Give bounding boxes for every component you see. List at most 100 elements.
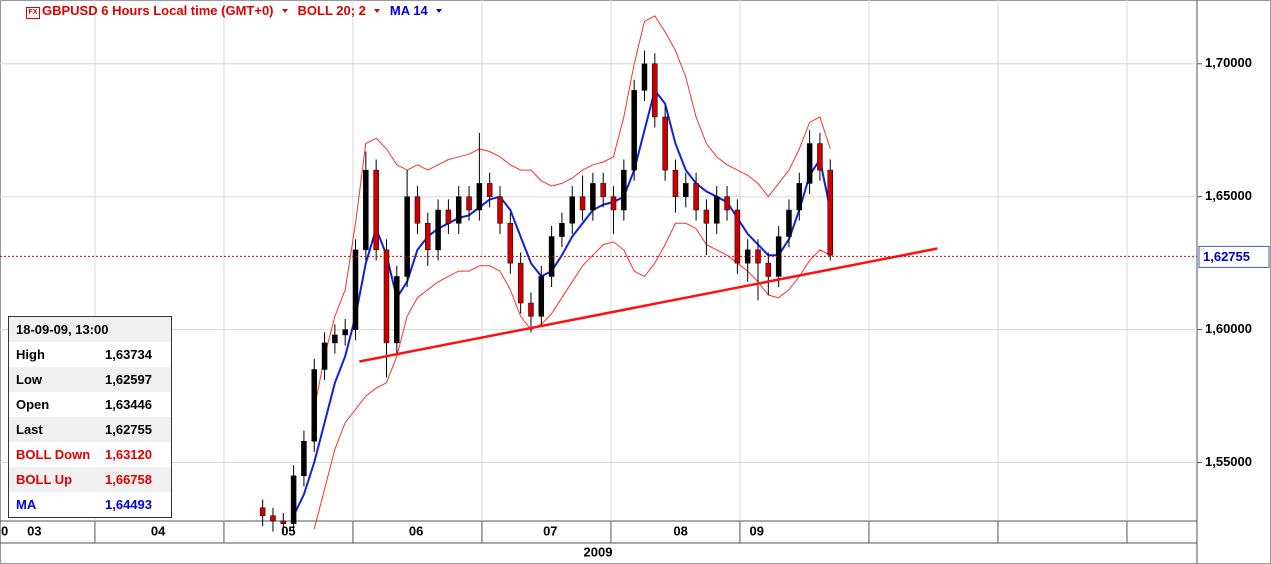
candle-body — [610, 196, 617, 211]
candle-body — [270, 515, 276, 522]
candle-body — [806, 143, 813, 184]
year-label: 2009 — [584, 544, 613, 559]
x-tick-label: 07 — [543, 523, 557, 538]
dropdown-arrow[interactable] — [435, 9, 442, 13]
x-tick-label: 08 — [673, 523, 687, 538]
candle-body — [621, 169, 627, 211]
last-price-label: 1,62755 — [1203, 249, 1250, 264]
candle-body — [342, 329, 348, 336]
candle-body — [559, 223, 565, 237]
candle-body — [497, 196, 503, 224]
candle-body — [259, 507, 266, 516]
info-row: High 1,63734 — [9, 342, 171, 367]
candle-body — [569, 196, 575, 224]
candle-body — [600, 183, 606, 197]
candle-body — [517, 262, 524, 304]
candle-body — [363, 169, 369, 251]
x-tick-label: 04 — [151, 523, 166, 538]
info-value: 1,62755 — [105, 422, 152, 437]
candle-body — [290, 475, 297, 524]
x-tick-label: 03 — [27, 523, 41, 538]
trendline — [359, 247, 938, 363]
legend-entry[interactable]: BOLL 20; 2 — [297, 3, 366, 18]
symbol-icon: FX — [26, 7, 40, 19]
y-tick-label: 1,65000 — [1205, 188, 1252, 203]
candle-body — [538, 276, 545, 317]
candle-body — [311, 369, 317, 442]
candle-body — [713, 196, 720, 224]
last-price-box — [1198, 245, 1270, 268]
candle-body — [507, 223, 514, 264]
info-label: Last — [16, 422, 43, 437]
info-label: BOLL Down — [16, 447, 91, 462]
info-value: 1,66758 — [105, 472, 152, 487]
info-value: 1,63120 — [105, 447, 152, 462]
plot-area — [0, 0, 1197, 535]
candle-body — [765, 262, 772, 277]
candle-body — [425, 223, 431, 251]
candle-body — [662, 116, 668, 171]
candle-body — [827, 169, 834, 256]
candle-body — [373, 169, 379, 251]
info-value: 1,62597 — [105, 372, 152, 387]
info-label: Open — [16, 397, 50, 412]
info-row: BOLL Down 1,63120 — [9, 442, 171, 467]
info-row: MA 1,64493 — [9, 492, 171, 517]
legend-entry[interactable]: MA 14 — [389, 3, 428, 18]
candle-body — [817, 143, 823, 171]
candle-body — [693, 183, 699, 211]
info-value: 1,64493 — [105, 497, 152, 512]
candle-body — [435, 209, 441, 251]
info-row: Low 1,62597 — [9, 367, 171, 392]
y-tick-label: 1,55000 — [1205, 454, 1252, 469]
candle-body — [383, 249, 390, 344]
x-tick-label: 06 — [409, 523, 423, 538]
candle-body — [332, 334, 338, 344]
candle-body — [466, 196, 472, 211]
candle-body — [652, 63, 658, 118]
candle-body — [590, 183, 596, 211]
candle-body — [455, 196, 462, 224]
candle-body — [786, 209, 792, 237]
candle-body — [641, 63, 648, 91]
info-box: 18-09-09, 13:00 High 1,63734 Low 1,62597 Ope… — [8, 316, 172, 518]
candle-body — [414, 196, 421, 224]
info-date-row: 18-09-09, 13:00 — [9, 317, 171, 342]
x-tick-label: 09 — [749, 523, 763, 538]
ma-line — [292, 88, 832, 517]
candle-body — [486, 183, 493, 197]
candle-body — [476, 183, 483, 211]
info-label: BOLL Up — [16, 472, 73, 487]
info-row: BOLL Up 1,66758 — [9, 467, 171, 492]
dropdown-arrow[interactable] — [281, 9, 288, 13]
info-value: 1,63734 — [105, 347, 152, 362]
y-tick-label: 1,70000 — [1205, 55, 1252, 70]
info-label: Low — [16, 372, 42, 387]
y-tick-label: 1,60000 — [1205, 321, 1252, 336]
candle-body — [703, 209, 710, 224]
candle-body — [734, 209, 741, 264]
candle-body — [724, 196, 730, 211]
candle-body — [445, 209, 452, 224]
info-value: 1,63446 — [105, 397, 152, 412]
candle-body — [528, 302, 534, 317]
candle-body — [404, 196, 410, 277]
chart-title[interactable]: GBPUSD 6 Hours Local time (GMT+0) — [42, 3, 274, 18]
candle-body — [579, 196, 586, 211]
candle-body — [352, 249, 359, 330]
x-tick-label: 0 — [1, 523, 8, 538]
candle-body — [394, 276, 400, 344]
candle-body — [672, 169, 679, 197]
info-date: 18-09-09, 13:00 — [16, 322, 109, 337]
info-row: Last 1,62755 — [9, 417, 171, 442]
candle-body — [631, 90, 637, 171]
info-label: High — [16, 347, 45, 362]
candle-body — [321, 342, 328, 370]
dropdown-arrow[interactable] — [373, 9, 380, 13]
candle-body — [683, 183, 689, 197]
info-row: Open 1,63446 — [9, 392, 171, 417]
legend: FX GBPUSD 6 Hours Local time (GMT+0) BOLL … — [26, 3, 452, 19]
